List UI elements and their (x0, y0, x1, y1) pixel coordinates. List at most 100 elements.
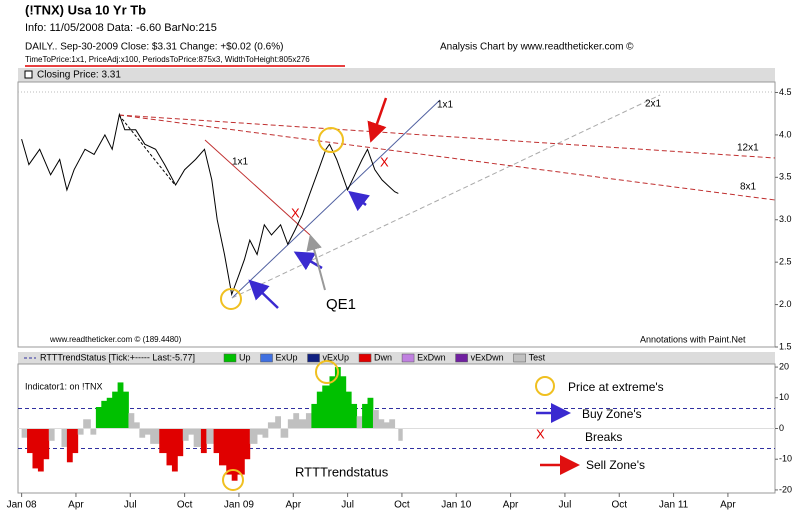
y-tick-label: 2.5 (779, 257, 792, 267)
indicator-bar (298, 419, 307, 429)
indicator-bar (182, 428, 189, 441)
axes: 1.5 2.0 2.5 3.0 3.5 4.0 4.5 -20 -10 0 10 20 Jan 08 Ap… (7, 87, 792, 511)
y-tick-label: 10 (779, 392, 789, 402)
indicator-bar (43, 428, 50, 460)
indicator-bar (177, 428, 184, 457)
legend-swatch (455, 353, 468, 363)
indicator-bar (280, 428, 289, 438)
indicator-bar (150, 428, 160, 444)
indicator-bar (362, 403, 368, 429)
trend-line (231, 94, 661, 299)
panel-header (18, 68, 775, 82)
info: Info: 11/05/2008 Data: -6.60 BarNo:215 (25, 22, 217, 34)
indicator-bar (367, 397, 374, 429)
legend-swatch (24, 70, 33, 79)
x-tick-label: Jan 10 (441, 500, 471, 511)
extreme-circle (315, 360, 339, 384)
x-tick-label: Oct (394, 500, 410, 511)
trend-line (231, 99, 441, 299)
indicator-bar (340, 376, 347, 429)
line-label: 12x1 (737, 143, 759, 154)
indicator-bar (95, 407, 102, 429)
legend-swatch (223, 353, 237, 363)
indicator-bar (32, 428, 39, 469)
legend-label: Up (239, 352, 251, 362)
legend-label: Dwn (374, 352, 392, 362)
indicator-bar (262, 428, 269, 438)
indicator-bar (351, 403, 358, 429)
indicator-bar (219, 428, 227, 466)
legend-swatch (401, 353, 415, 363)
indicator-bar (90, 428, 97, 435)
y-tick-label: 20 (779, 361, 789, 371)
x-tick-label: Jul (559, 500, 572, 511)
indicator-bar (329, 376, 336, 429)
sell-arrow (367, 97, 388, 143)
trend-line (118, 114, 776, 201)
x-tick-label: Jan 09 (224, 500, 254, 511)
indicator-bar (206, 428, 214, 444)
y-tick-label: 3.5 (779, 172, 792, 182)
indicator-name: RTTTrendstatus (295, 464, 389, 479)
indicator-bar (267, 422, 276, 429)
indicator-bar (213, 428, 220, 454)
plot-frame (17, 81, 776, 348)
indicator-bar (200, 428, 207, 454)
indicator-label: Indicator1: on !TNX (25, 381, 103, 391)
indicator-bar (193, 428, 202, 447)
line-label: 8x1 (740, 182, 757, 193)
x-tick-label: Jan 11 (659, 500, 689, 511)
legend-swatch (307, 353, 320, 363)
indicator-bar (123, 391, 129, 429)
indicator-bar (356, 416, 363, 429)
indicator-title: RTTTrendStatus [Tick:+----- Last:-5.77] (40, 352, 195, 362)
indicator-bar (244, 428, 251, 460)
key-label: Breaks (585, 430, 622, 444)
indicator-bar (61, 428, 68, 447)
x-tick-label: Jan 08 (7, 500, 37, 511)
indicator-bar (345, 391, 352, 429)
x-tick-label: Jul (341, 500, 354, 511)
indicator-bar (72, 428, 79, 454)
key-circle (535, 376, 555, 396)
indicator-bar (378, 419, 385, 429)
indicator-bar (311, 403, 318, 429)
line-label: 1x1 (232, 157, 249, 168)
x-tick-label: Apr (285, 500, 301, 511)
indicator-bar (322, 385, 330, 429)
extreme-circle (318, 127, 344, 153)
key-mark: X (536, 426, 545, 441)
y-tick-label: 4.0 (779, 129, 792, 139)
legend-swatch (513, 353, 526, 363)
y-tick-label: 3.0 (779, 214, 792, 224)
x-tick-label: Apr (720, 500, 736, 511)
legend-swatch (358, 353, 372, 363)
credit: Analysis Chart by www.readtheticker.com … (440, 42, 634, 53)
indicator-bar (83, 419, 91, 429)
y-tick-label: 1.5 (779, 341, 792, 351)
x-tick-label: Apr (68, 500, 84, 511)
y-tick-label: -10 (779, 454, 792, 464)
title: (!TNX) Usa 10 Yr Tb (25, 2, 146, 17)
indicator-bar (231, 428, 238, 481)
break-mark: X (380, 154, 389, 169)
indicator-bar (334, 367, 341, 429)
indicator-bar (159, 428, 167, 454)
key-label: Buy Zone's (582, 407, 642, 421)
line-label: 2x1 (645, 99, 662, 110)
indicator-bar (372, 410, 379, 429)
indicator-bar (188, 428, 195, 435)
settings: TimeToPrice:1x1, PriceAdj:x100, PeriodsT… (25, 55, 310, 64)
price-line (21, 112, 399, 297)
indicator-bar (77, 428, 84, 435)
indicator-bar (275, 416, 281, 429)
indicator-bar (166, 428, 173, 466)
panel-header (18, 352, 775, 364)
tool-note: Annotations with Paint.Net (640, 334, 746, 344)
legend-swatch (260, 353, 273, 363)
indicator-bar (226, 428, 233, 475)
indicator-bar (249, 428, 258, 444)
legend-label: ExDwn (417, 352, 446, 362)
legend-label: Test (529, 352, 546, 362)
